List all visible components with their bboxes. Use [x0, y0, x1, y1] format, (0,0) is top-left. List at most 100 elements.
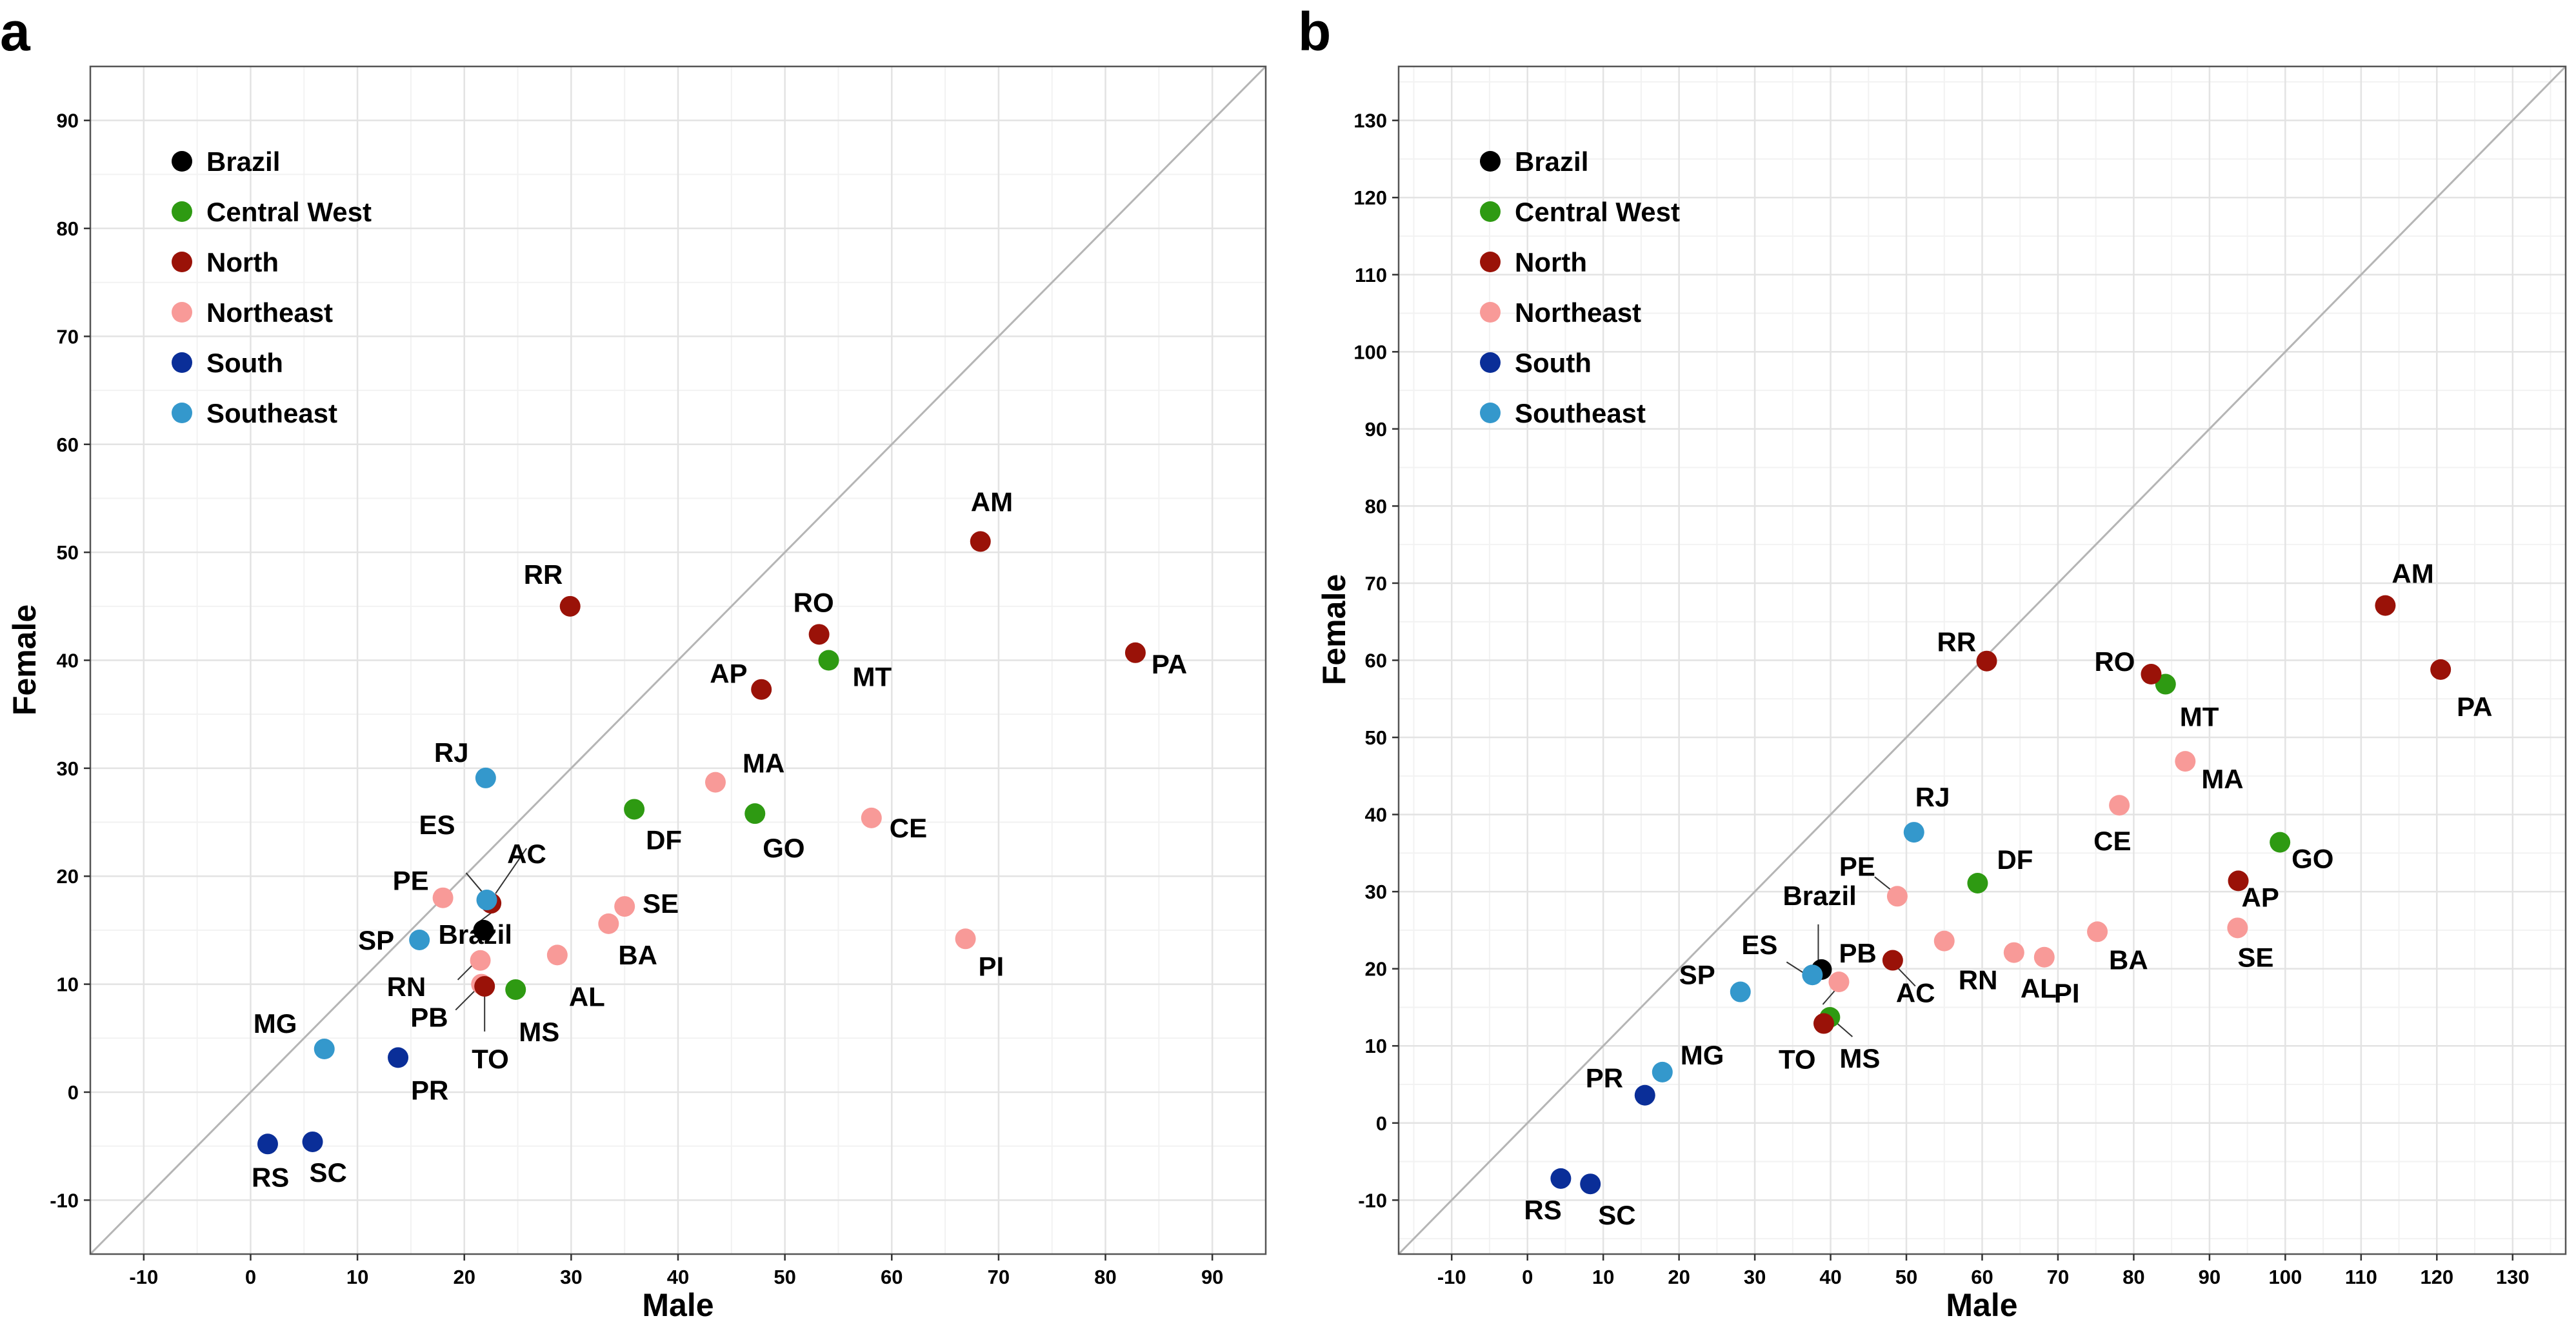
point-pe	[1886, 886, 1908, 907]
leader-line	[495, 848, 527, 894]
point-ma	[704, 772, 726, 793]
legend-marker-central-west	[172, 201, 192, 222]
point-label-ce: CE	[890, 813, 927, 843]
point-go	[2270, 832, 2291, 853]
y-tick-label: 30	[1365, 881, 1387, 903]
point-label-mt: MT	[2180, 702, 2219, 732]
point-label-ap: AP	[2242, 882, 2279, 912]
x-tick-label: 20	[453, 1266, 475, 1288]
point-rj	[475, 767, 496, 788]
legend-marker-southeast	[172, 403, 192, 423]
point-label-sp: SP	[358, 925, 394, 955]
x-tick-label: 70	[988, 1266, 1010, 1288]
point-rs	[1550, 1168, 1572, 1189]
legend-label: Northeast	[1515, 297, 1641, 328]
leader-line	[1837, 1023, 1853, 1037]
legend-label: South	[206, 348, 283, 378]
y-axis-title: Female	[6, 604, 43, 715]
point-sc	[1580, 1173, 1601, 1195]
point-to	[474, 975, 495, 997]
point-sc	[302, 1131, 323, 1152]
legend-label: Brazil	[1515, 146, 1588, 177]
y-tick-label: 130	[1353, 110, 1387, 132]
point-label-ap: AP	[710, 659, 747, 689]
y-tick-label: 70	[57, 325, 79, 348]
point-ba	[598, 913, 619, 934]
point-label-sc: SC	[310, 1157, 347, 1188]
legend-marker-brazil	[172, 151, 192, 172]
point-sp	[1730, 981, 1751, 1003]
point-label-ba: BA	[618, 940, 657, 970]
x-tick-label: 50	[1895, 1266, 1917, 1288]
point-label-pb: PB	[1839, 938, 1876, 968]
legend-marker-south	[172, 352, 192, 373]
point-label-se: SE	[643, 888, 679, 919]
x-tick-label: -10	[129, 1266, 158, 1288]
x-tick-label: 80	[1094, 1266, 1116, 1288]
point-label-ac: AC	[507, 839, 546, 869]
point-label-rj: RJ	[434, 737, 469, 768]
legend-marker-central-west	[1480, 201, 1501, 222]
point-df	[1967, 872, 1988, 893]
legend-marker-south	[1480, 352, 1501, 373]
x-tick-label: 70	[2047, 1266, 2069, 1288]
point-label-go: GO	[2291, 844, 2333, 874]
x-tick-label: 60	[881, 1266, 903, 1288]
point-label-to: TO	[1779, 1044, 1816, 1075]
leader-line	[457, 963, 475, 981]
legend-label: North	[206, 247, 279, 277]
y-tick-label: 40	[57, 650, 79, 672]
point-pe	[432, 887, 454, 908]
point-label-pa: PA	[1152, 649, 1187, 679]
x-tick-label: 40	[1819, 1266, 1841, 1288]
point-label-rs: RS	[1524, 1195, 1561, 1225]
point-pb	[1828, 972, 1850, 993]
x-tick-label: 80	[2122, 1266, 2144, 1288]
panel-b: b -10 0 10 20 30 40 50 60 70 80 90 100 110 120 130 -10 0 1…	[1298, 1, 2567, 1323]
point-label-ms: MS	[1839, 1043, 1880, 1073]
point-label-mg: MG	[1681, 1040, 1724, 1070]
point-mt	[2155, 673, 2176, 695]
x-tick-label: 0	[245, 1266, 256, 1288]
point-to	[1813, 1013, 1834, 1034]
point-ap	[751, 679, 772, 700]
point-pr	[388, 1047, 409, 1068]
leader-line	[1897, 967, 1916, 987]
y-tick-label: 110	[1355, 264, 1387, 286]
point-label-ms: MS	[519, 1017, 559, 1047]
point-label-am: AM	[971, 486, 1013, 517]
legend-marker-southeast	[1480, 403, 1501, 423]
x-tick-label: 10	[346, 1266, 368, 1288]
y-tick-label: 10	[57, 973, 79, 996]
y-tick-label: 40	[1365, 804, 1387, 826]
point-ce	[2109, 795, 2130, 816]
x-tick-label: 10	[1592, 1266, 1614, 1288]
point-label-sp: SP	[1679, 960, 1715, 990]
panel-a: a -10 0 10 20 30 40 50 60 70 80 90 -10 0 10 20 30 40 50 60 7…	[0, 1, 1267, 1323]
y-tick-label: 90	[1365, 418, 1387, 441]
point-label-al: AL	[2021, 973, 2057, 1004]
y-axis-title: Female	[1316, 574, 1352, 685]
point-label-rs: RS	[252, 1162, 289, 1192]
x-tick-label: 90	[2199, 1266, 2221, 1288]
point-ap	[2228, 870, 2249, 892]
panel-letter: a	[0, 1, 31, 62]
legend: Brazil Central West North Northeast South Sou…	[172, 146, 372, 428]
legend-label: North	[1515, 247, 1587, 277]
x-tick-label: 0	[1522, 1266, 1533, 1288]
point-label-rn: RN	[1959, 965, 1998, 995]
point-sp	[409, 929, 430, 950]
point-pr	[1634, 1084, 1655, 1106]
point-label-rr: RR	[1937, 627, 1977, 657]
legend-marker-northeast	[172, 302, 192, 323]
point-pa	[1124, 642, 1146, 663]
point-label-rj: RJ	[1915, 782, 1950, 812]
point-al	[2003, 942, 2024, 963]
point-label-ma: MA	[743, 748, 784, 779]
point-rn	[1933, 930, 1955, 952]
y-tick-label: 80	[1365, 495, 1387, 517]
point-label-pi: PI	[979, 951, 1004, 981]
point-am	[970, 531, 991, 552]
point-label-es: ES	[1741, 930, 1777, 960]
